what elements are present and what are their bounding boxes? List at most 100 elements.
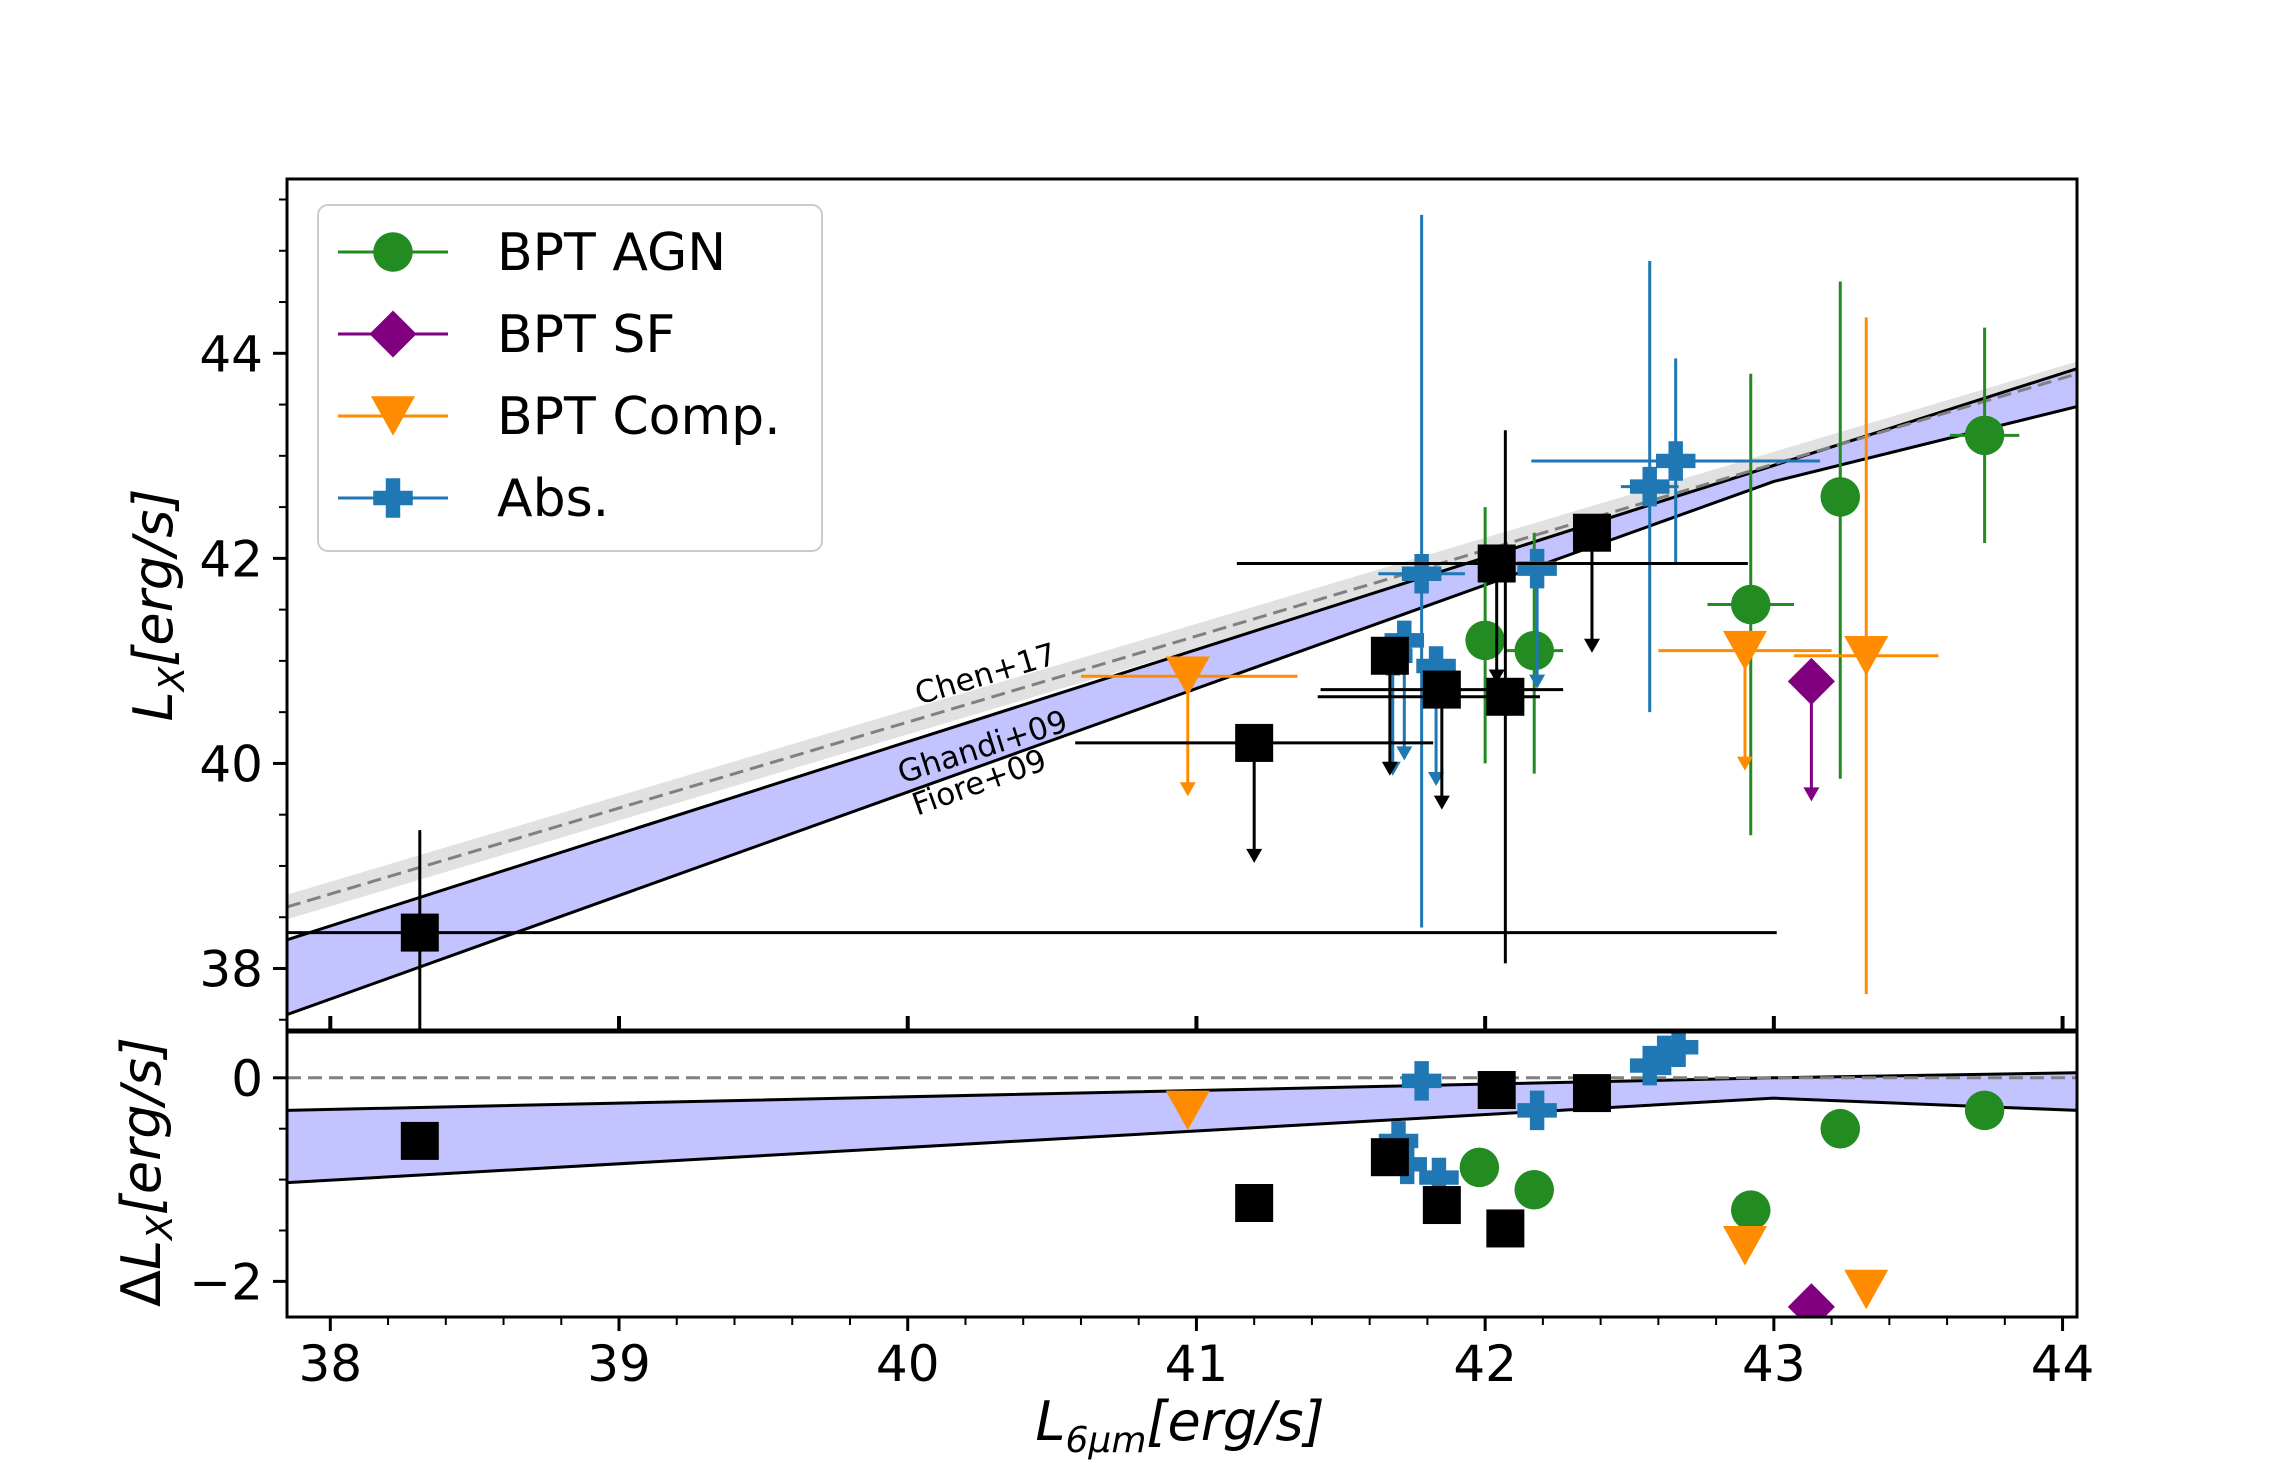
upper-limit-arrow-head: [1803, 787, 1820, 802]
residual-bpt-agn-point-4: [1820, 1108, 1861, 1149]
residual-plot-area: [287, 1032, 2077, 1317]
residual-bpt-comp-point-3: [1844, 1269, 1889, 1310]
marker: [1416, 646, 1456, 686]
other-point-7: [1572, 513, 1611, 653]
upper-limit-arrow-head: [1428, 772, 1445, 787]
residual-abs-point-7: [1644, 1035, 1684, 1076]
residual-bpt-agn-point-2: [1514, 1170, 1554, 1210]
marker: [1964, 415, 2005, 456]
marker: [1722, 630, 1768, 671]
x-tick-label: 43: [1742, 1335, 1806, 1393]
legend-marker: [373, 232, 413, 272]
marker: [1844, 636, 1889, 676]
other-point-3: [1370, 636, 1409, 776]
residual-bpt-agn-point-5: [1964, 1090, 2005, 1131]
marker: [1370, 636, 1409, 675]
x-tick-label: 40: [876, 1335, 940, 1393]
x-tick-label: 42: [1453, 1335, 1517, 1393]
chen17-line: [287, 372, 2077, 909]
residual-bpt-agn-point-3: [1730, 1190, 1771, 1230]
main-frame: [285, 177, 2079, 1032]
y-tick-label-main: 44: [199, 325, 263, 383]
other-point-6: [1317, 430, 1540, 964]
marker: [1422, 670, 1461, 709]
marker: [1820, 477, 1861, 517]
marker: [1655, 441, 1696, 481]
residual-other-point-5: [1477, 1071, 1516, 1110]
y-tick-label-main: 42: [199, 530, 263, 588]
abs-point-5: [1517, 548, 1557, 689]
residual-bpt-comp-point-1: [1165, 1090, 1210, 1131]
bpt-comp-point-1: [1080, 656, 1298, 797]
residual-other-point-7: [1572, 1074, 1611, 1113]
marker: [1514, 630, 1554, 671]
marker: [1629, 466, 1670, 507]
marker: [1517, 548, 1557, 589]
residual-abs-point-8: [1658, 1032, 1699, 1068]
upper-limit-arrow-head: [1396, 746, 1413, 761]
x-tick-label: 38: [298, 1335, 362, 1393]
residual-abs-point-1: [1401, 1061, 1442, 1101]
upper-limit-arrow-head: [1583, 638, 1600, 653]
residual-other-point-6: [1486, 1209, 1525, 1248]
upper-limit-arrow-head: [1529, 674, 1546, 689]
legend-marker: [369, 310, 417, 358]
bpt-comp-point-3: [1794, 317, 1939, 995]
legend-entry-2: BPT SF: [338, 305, 675, 365]
upper-limit-arrow-head: [1736, 756, 1753, 771]
marker: [1465, 620, 1505, 661]
residual-abs-point-6: [1629, 1045, 1670, 1086]
other-point-1: [287, 830, 1777, 1030]
marker: [1787, 657, 1835, 705]
bpt-agn-point-5: [1949, 327, 2020, 543]
abs-point-3: [1378, 214, 1465, 928]
x-tick-label: 44: [2031, 1335, 2095, 1393]
marker: [1401, 553, 1442, 594]
bpt-comp-point-2: [1658, 630, 1832, 771]
x-tick-label: 39: [587, 1335, 651, 1393]
residual-other-point-2: [1235, 1184, 1274, 1222]
upper-limit-arrow-head: [1381, 761, 1398, 776]
y-axis-label-main: LX[erg/s]: [122, 489, 193, 722]
bpt-agn-point-4: [1820, 281, 1861, 779]
marker: [400, 913, 439, 952]
legend-marker: [373, 478, 413, 518]
upper-limit-arrow-head: [1488, 669, 1505, 684]
bpt-sf-point-1: [1787, 657, 1835, 802]
residual-bpt-agn-point-1: [1459, 1147, 1500, 1188]
residual-abs-point-5: [1517, 1090, 1557, 1131]
legend-frame: [317, 204, 823, 552]
x-axis-label: L6μm[erg/s]: [1035, 1390, 1324, 1461]
marker: [1486, 677, 1525, 716]
legend-marker: [370, 396, 416, 436]
residual-bpt-sf-point-1: [1787, 1283, 1835, 1317]
upper-limit-arrow-head: [1246, 848, 1263, 863]
residual-other-point-3: [1370, 1138, 1409, 1177]
abs-point-6: [1620, 261, 1679, 713]
abs-point-7: [1531, 358, 1821, 564]
legend-label: BPT AGN: [497, 223, 726, 283]
legend-entry-4: Abs.: [338, 469, 609, 529]
legend: BPT AGN BPT SF BPT Comp. Abs.: [317, 204, 823, 552]
marker: [1572, 513, 1611, 552]
legend-label: BPT Comp.: [497, 387, 781, 447]
marker: [1235, 723, 1274, 762]
marker: [1730, 584, 1771, 625]
residual-band-upper: [287, 1071, 2077, 1112]
legend-entry-1: BPT AGN: [338, 223, 726, 283]
marker: [1477, 544, 1516, 583]
residual-frame: [285, 1030, 2079, 1319]
residual-abs-point-4: [1419, 1157, 1459, 1198]
other-point-2: [1075, 723, 1434, 863]
y-tick-label-residual: 0: [231, 1050, 263, 1108]
residual-bpt-comp-point-2: [1722, 1225, 1768, 1266]
residual-other-point-1: [400, 1121, 439, 1160]
legend-entry-3: BPT Comp.: [338, 387, 781, 447]
y-tick-label-main: 38: [199, 940, 263, 998]
legend-label: Abs.: [497, 469, 609, 529]
upper-limit-arrow-head: [1179, 782, 1196, 797]
legend-label: BPT SF: [497, 305, 675, 365]
marker: [1165, 656, 1210, 697]
other-point-5: [1236, 544, 1748, 684]
